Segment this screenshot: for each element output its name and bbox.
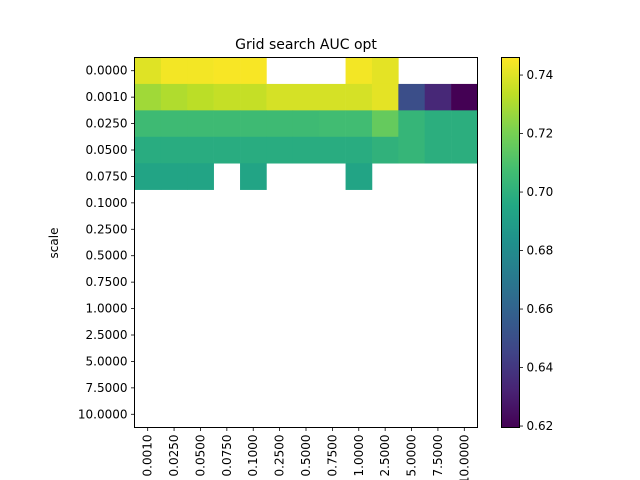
heatmap-cells (134, 57, 478, 190)
heatmap-cell (266, 83, 294, 111)
heatmap-cell (319, 83, 346, 111)
x-tick-label: 0.2500 (273, 435, 287, 477)
heatmap-cell (266, 110, 294, 138)
heatmap-cell (160, 136, 188, 164)
y-tick-label: 0.2500 (86, 222, 128, 236)
heatmap-cell (160, 110, 188, 138)
x-tick-label: 5.0000 (405, 435, 419, 477)
heatmap-cell (398, 110, 426, 138)
y-tick-label: 7.5000 (86, 381, 128, 395)
heatmap-cell (240, 136, 267, 164)
heatmap-cell (345, 83, 373, 111)
y-tick-label: 0.0500 (86, 143, 128, 157)
x-tick-label: 0.5000 (299, 435, 313, 477)
heatmap-cell (371, 83, 399, 111)
heatmap-cell (398, 83, 426, 111)
y-tick-label: 0.0750 (86, 169, 128, 183)
heatmap-cell (451, 136, 478, 164)
heatmap-cell (292, 110, 320, 138)
x-tick-label: 0.0010 (141, 435, 155, 477)
chart-title: Grid search AUC opt (235, 37, 377, 53)
heatmap-cell (371, 57, 399, 85)
colorbar-tick-label: 0.72 (527, 127, 554, 141)
heatmap-cell (240, 163, 267, 190)
heatmap-cell (213, 136, 241, 164)
heatmap-cell (451, 110, 478, 138)
heatmap-cell (345, 57, 373, 85)
heatmap-cell (398, 136, 426, 164)
heatmap-cell (213, 110, 241, 138)
heatmap-cell (240, 57, 267, 85)
heatmap-cell (266, 136, 294, 164)
heatmap-cell (319, 110, 346, 138)
x-tick-label: 7.5000 (431, 435, 445, 477)
heatmap-cell (451, 83, 478, 111)
heatmap-cell (187, 110, 214, 138)
heatmap-cell (134, 83, 162, 111)
heatmap-cell (134, 57, 162, 85)
y-tick-label: 0.7500 (86, 275, 128, 289)
heatmap-cell (213, 57, 241, 85)
y-tick-label: 10.0000 (78, 407, 128, 421)
heatmap-cell (240, 83, 267, 111)
heatmap-cell (213, 83, 241, 111)
heatmap-cell (345, 163, 373, 190)
y-axis-label: scale (47, 228, 61, 259)
colorbar-tick-label: 0.70 (527, 185, 554, 199)
heatmap-cell (160, 57, 188, 85)
heatmap-cell (240, 110, 267, 138)
heatmap-cell (424, 83, 452, 111)
x-tick-label: 1.0000 (352, 435, 366, 477)
heatmap-cell (371, 110, 399, 138)
colorbar-axis: 0.62 0.64 0.66 0.68 0.70 0.72 0.74 (519, 68, 554, 433)
heatmap-cell (292, 136, 320, 164)
y-tick-label: 0.5000 (86, 249, 128, 263)
x-tick-label: 0.0250 (167, 435, 181, 477)
y-tick-label: 0.0250 (86, 117, 128, 131)
y-tick-label: 5.0000 (86, 354, 128, 368)
colorbar-tick-label: 0.68 (527, 244, 554, 258)
heatmap-cell (424, 110, 452, 138)
x-axis: 0.0010 0.0250 0.0500 0.0750 0.1000 0.2500 0.50… (141, 427, 471, 480)
heatmap-cell (187, 57, 214, 85)
heatmap-cell (160, 163, 188, 190)
heatmap-cell (134, 136, 162, 164)
y-axis: 0.0000 0.0010 0.0250 0.0500 0.0750 0.1000 0.25… (78, 64, 135, 421)
y-tick-label: 0.0000 (86, 64, 128, 78)
colorbar-tick-label: 0.66 (527, 302, 554, 316)
x-tick-label: 0.0500 (193, 435, 207, 477)
x-tick-label: 0.0750 (220, 435, 234, 477)
heatmap-cell (187, 83, 214, 111)
heatmap-cell (187, 136, 214, 164)
x-tick-label: 2.5000 (378, 435, 392, 477)
heatmap-cell (319, 136, 346, 164)
x-tick-label: 0.7500 (325, 435, 339, 477)
heatmap-cell (345, 136, 373, 164)
heatmap-cell (134, 163, 162, 190)
x-tick-label: 10.0000 (457, 435, 471, 480)
heatmap-cell (134, 110, 162, 138)
heatmap-cell (424, 136, 452, 164)
y-tick-label: 1.0000 (86, 302, 128, 316)
colorbar-tick-label: 0.62 (527, 419, 554, 433)
heatmap-cell (160, 83, 188, 111)
heatmap-cell (371, 136, 399, 164)
colorbar (501, 57, 520, 428)
x-tick-label: 0.1000 (246, 435, 260, 477)
heatmap-cell (292, 83, 320, 111)
heatmap-cell (187, 163, 214, 190)
y-tick-label: 0.1000 (86, 196, 128, 210)
colorbar-tick-label: 0.74 (527, 68, 554, 82)
colorbar-tick-label: 0.64 (527, 361, 554, 375)
y-tick-label: 0.0010 (86, 90, 128, 104)
heatmap-cell (345, 110, 373, 138)
y-tick-label: 2.5000 (86, 328, 128, 342)
